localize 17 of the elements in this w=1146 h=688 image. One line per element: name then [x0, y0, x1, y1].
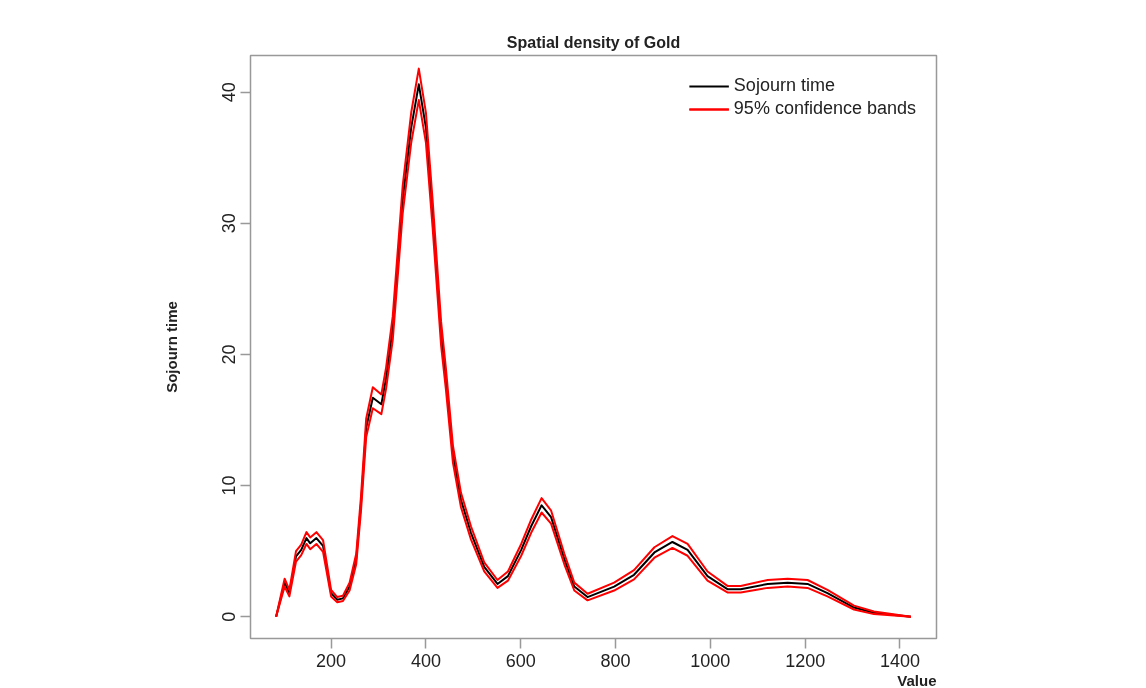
x-tick-label: 800 — [600, 650, 631, 671]
x-tick-label: 200 — [316, 650, 347, 671]
x-tick-label: 600 — [505, 650, 536, 671]
y-tick-label: 40 — [219, 82, 240, 103]
y-tick-label: 0 — [219, 611, 240, 622]
chart-title: Spatial density of Gold — [506, 33, 681, 51]
legend-label: Sojourn time — [733, 75, 835, 96]
y-tick-label: 20 — [219, 344, 240, 365]
x-tick-label: 1400 — [879, 650, 921, 671]
y-tick-label: 10 — [219, 475, 240, 496]
y-tick-label: 30 — [219, 213, 240, 234]
x-tick-label: 400 — [410, 650, 441, 671]
x-axis-title: Value — [897, 671, 937, 688]
y-axis-title: Sojourn time — [162, 301, 180, 393]
x-tick-label: 1000 — [690, 650, 731, 671]
legend-label: 95% confidence bands — [733, 98, 916, 119]
x-tick-label: 1200 — [785, 650, 826, 671]
